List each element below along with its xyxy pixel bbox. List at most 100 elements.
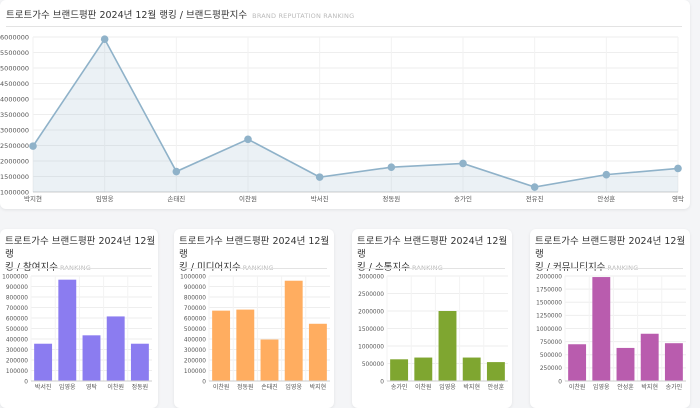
communication-bar-chart: 0 500000 1000000 1500000 2000000 2500000 30000… bbox=[358, 274, 508, 391]
bar bbox=[616, 347, 635, 381]
bar bbox=[664, 343, 683, 381]
data-point bbox=[530, 183, 539, 191]
bar bbox=[34, 343, 53, 381]
data-point bbox=[674, 164, 682, 173]
bar bbox=[438, 311, 457, 381]
bar bbox=[308, 323, 327, 381]
participation-bar-chart: 0 100000 200000 300000 400000 500000 600000 700… bbox=[2, 274, 152, 391]
x-tick-label: 임영웅 bbox=[439, 383, 456, 391]
y-tick-label: 2000000 bbox=[536, 274, 562, 280]
data-point bbox=[459, 159, 467, 168]
y-tick-label: 300000 bbox=[6, 348, 28, 354]
x-tick-label: 이찬원 bbox=[107, 383, 124, 391]
x-tick-label: 임영웅 bbox=[96, 194, 114, 203]
y-tick-label: 4500000 bbox=[0, 80, 29, 88]
y-tick-label: 1250000 bbox=[536, 314, 562, 320]
y-tick-label: 0 bbox=[558, 379, 562, 385]
x-tick-label: 박지현 bbox=[24, 194, 42, 203]
participation-title-line1: 트로트가수 브랜드평판 2024년 12월 랭 bbox=[5, 236, 156, 260]
media-divider bbox=[179, 268, 327, 269]
y-tick-label: 300000 bbox=[184, 348, 206, 354]
x-tick-label: 박서진 bbox=[311, 194, 329, 203]
bar bbox=[212, 310, 231, 381]
media-chart-card: 트로트가수 브랜드평판 2024년 12월 랭 킹 / 미디어지수RANKING… bbox=[174, 229, 334, 408]
y-tick-label: 250000 bbox=[540, 366, 562, 372]
bar bbox=[640, 333, 659, 381]
x-tick-label: 임영웅 bbox=[593, 383, 610, 391]
y-tick-label: 5500000 bbox=[0, 49, 29, 57]
bar bbox=[82, 335, 101, 381]
y-tick-label: 1500000 bbox=[0, 173, 29, 181]
x-tick-label: 정동원 bbox=[132, 383, 149, 391]
x-tick-label: 안성훈 bbox=[617, 383, 634, 391]
x-tick-label: 정동원 bbox=[237, 383, 254, 391]
y-tick-label: 5000000 bbox=[0, 65, 29, 73]
x-tick-label: 손태진 bbox=[261, 383, 278, 391]
community-title-line2: 킹 / 커뮤니티지수 bbox=[535, 262, 605, 273]
bar bbox=[568, 344, 587, 381]
y-tick-label: 0 bbox=[380, 379, 384, 385]
media-title-line2: 킹 / 미디어지수 bbox=[179, 262, 241, 273]
y-tick-label: 2000000 bbox=[0, 158, 29, 166]
bar bbox=[284, 280, 303, 381]
y-tick-label: 800000 bbox=[184, 295, 206, 301]
main-chart-divider bbox=[6, 26, 682, 27]
participation-title-line2: 킹 / 참여지수 bbox=[5, 262, 58, 273]
bar bbox=[486, 362, 505, 381]
data-point bbox=[602, 170, 611, 179]
main-chart-title-text: 트로트가수 브랜드평판 2024년 12월 랭킹 / 브랜드평판지수 bbox=[6, 10, 248, 21]
x-tick-label: 영탁 bbox=[86, 383, 98, 391]
y-tick-label: 900000 bbox=[184, 285, 206, 291]
y-tick-label: 200000 bbox=[6, 358, 28, 364]
x-tick-label: 송가인 bbox=[454, 194, 472, 203]
x-tick-label: 박지현 bbox=[641, 383, 658, 391]
x-tick-label: 손태진 bbox=[167, 194, 185, 203]
y-tick-label: 600000 bbox=[184, 316, 206, 322]
x-tick-label: 이찬원 bbox=[213, 383, 230, 391]
y-tick-label: 500000 bbox=[184, 327, 206, 333]
y-tick-label: 2000000 bbox=[358, 309, 384, 315]
main-chart-title: 트로트가수 브랜드평판 2024년 12월 랭킹 / 브랜드평판지수 BRAND… bbox=[6, 9, 354, 23]
y-tick-label: 900000 bbox=[6, 285, 28, 291]
y-tick-label: 3500000 bbox=[0, 111, 29, 119]
bar bbox=[462, 357, 481, 381]
data-point bbox=[29, 142, 37, 150]
media-title-line1: 트로트가수 브랜드평판 2024년 12월 랭 bbox=[179, 236, 330, 260]
bar bbox=[260, 339, 279, 381]
community-bar-chart: 0 250000 500000 750000 1000000 1250000 1500000… bbox=[536, 274, 686, 391]
x-tick-label: 송가인 bbox=[666, 383, 683, 391]
x-tick-label: 박지현 bbox=[463, 383, 480, 391]
y-tick-label: 100000 bbox=[184, 369, 206, 375]
y-tick-label: 500000 bbox=[540, 353, 562, 359]
x-tick-label: 이찬원 bbox=[569, 383, 586, 391]
bar bbox=[130, 343, 149, 381]
x-tick-label: 박지현 bbox=[310, 383, 327, 391]
participation-chart-card: 트로트가수 브랜드평판 2024년 12월 랭 킹 / 참여지수RANKING … bbox=[0, 229, 158, 408]
y-tick-label: 750000 bbox=[540, 340, 562, 346]
participation-divider bbox=[5, 268, 151, 269]
area-fill bbox=[33, 39, 678, 192]
y-tick-label: 400000 bbox=[184, 337, 206, 343]
y-tick-label: 600000 bbox=[6, 316, 28, 322]
y-tick-label: 4000000 bbox=[0, 96, 29, 104]
bar bbox=[592, 277, 611, 381]
y-tick-label: 1000000 bbox=[2, 274, 28, 280]
y-tick-label: 800000 bbox=[6, 295, 28, 301]
y-tick-label: 1500000 bbox=[358, 327, 384, 333]
y-tick-label: 0 bbox=[24, 379, 28, 385]
y-tick-label: 1000000 bbox=[180, 274, 206, 280]
y-tick-label: 0 bbox=[202, 379, 206, 385]
y-tick-label: 2500000 bbox=[0, 142, 29, 150]
y-tick-label: 700000 bbox=[6, 306, 28, 312]
community-chart-card: 트로트가수 브랜드평판 2024년 12월 랭 킹 / 커뮤니티지수RANKIN… bbox=[530, 229, 690, 408]
y-tick-label: 1000000 bbox=[358, 344, 384, 350]
x-tick-label: 임영웅 bbox=[285, 383, 302, 391]
communication-title-line2: 킹 / 소통지수 bbox=[357, 262, 410, 273]
y-tick-label: 500000 bbox=[362, 362, 384, 368]
y-tick-label: 100000 bbox=[6, 369, 28, 375]
x-tick-label: 안성훈 bbox=[488, 383, 505, 391]
series-line bbox=[32, 37, 679, 188]
x-tick-label: 전유진 bbox=[526, 194, 544, 203]
x-tick-label: 송가인 bbox=[391, 383, 408, 391]
x-tick-label: 영탁 bbox=[672, 194, 684, 203]
